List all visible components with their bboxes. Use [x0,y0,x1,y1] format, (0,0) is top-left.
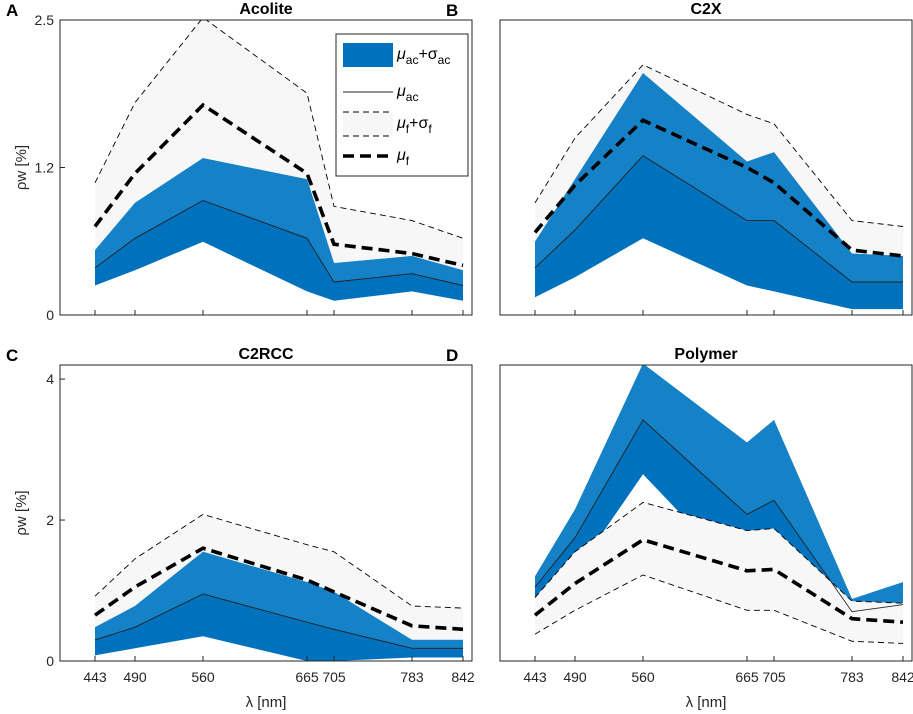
legend-swatch-ac-band [343,43,393,67]
legend-mu: μ [396,46,406,63]
line-mu-f [533,118,904,258]
x-tick-label: 665 [735,669,759,685]
legend-plus-sigma: +σ [418,46,437,63]
band-f-lower-line [534,574,904,644]
legend-sub2: ac [438,53,451,67]
x-axis-label: λ [nm] [686,694,727,711]
x-tick-label: 842 [451,669,475,685]
legend-entry-label: μac [396,83,418,104]
panel-title: C2RCC [238,346,294,363]
line-mu-ac [534,419,904,613]
x-tick-label: 490 [123,669,147,685]
legend-mu: μ [396,115,406,132]
x-tick-label: 842 [891,669,913,685]
x-tick-label: 705 [762,669,786,685]
band-f-upper-line [534,64,904,227]
x-tick-label: 443 [523,669,547,685]
panel-b: C2X B [446,1,913,316]
legend-sub: ac [406,90,419,104]
legend-plus-sigma: +σ [409,115,428,132]
band-mu-ac-upper-half [535,73,903,282]
x-tick-label: 560 [631,669,655,685]
legend-entry-label: μac+σac [396,46,450,67]
panel-c: 0 2 4 443 490 560 665 705 783 842 C2RCC Cλ [nm] ρw [… [6,346,475,711]
y-axis-label: ρw [%] [13,145,30,190]
x-axis-label: λ [nm] [246,694,287,711]
y-tick-label: 0 [46,307,54,323]
legend-sub: f [406,154,410,168]
legend-mu: μ [396,83,406,100]
x-tick-label: 665 [295,669,319,685]
x-tick-label: 783 [400,669,424,685]
band-f-upper-line [94,20,464,239]
x-tick-label: 705 [322,669,346,685]
panel-title: Acolite [239,1,292,18]
legend-entry-label: μf [396,147,410,168]
plot-area [533,365,904,644]
legend-entry-label: μf+σf [396,115,432,136]
panel-letter: D [446,346,458,365]
panel-title: C2X [690,1,721,18]
axes-box [59,364,473,662]
legend-mu: μ [396,147,406,164]
panel-letter: C [6,346,18,365]
legend-sub2: f [428,122,432,136]
axes-box [499,364,913,662]
band-mu-ac-upper-half [95,158,463,286]
panel-letter: B [446,1,458,20]
y-tick-label: 0 [46,653,54,669]
plot-area [93,513,464,661]
plot-area [93,20,464,301]
band-mu-ac-upper-half [95,551,463,649]
panel-title: Polymer [674,346,737,363]
legend-swatch-f-band [343,112,393,136]
legend-sub: f [406,122,410,136]
legend-sub: ac [406,53,419,67]
line-mu-ac [94,593,463,649]
band-mu-ac-upper-half [535,365,903,612]
x-tick-label: 490 [563,669,587,685]
band-mu-f-sigma [535,502,903,644]
line-mu-ac [94,200,464,286]
panel-letter: A [6,1,18,20]
band-mu-f-sigma [95,20,463,294]
line-mu-f [533,537,904,624]
plot-area [533,64,904,310]
y-axis-label: ρw [%] [13,490,30,535]
x-tick-label: 443 [83,669,107,685]
y-tick-label: 4 [46,371,54,387]
x-tick-label: 560 [191,669,215,685]
y-tick-label: 2 [46,512,54,528]
x-tick-label: 783 [840,669,864,685]
band-f-upper-line [534,501,904,604]
band-f-upper-line [94,513,464,609]
panel-d: 443 490 560 665 705 783 842 Polymer Dλ [nm] [446,346,913,711]
y-tick-label: 2.5 [35,12,55,28]
line-mu-f [93,546,464,632]
y-tick-label: 1.2 [35,160,55,176]
axes-box [499,19,913,316]
line-mu-ac [534,155,903,283]
